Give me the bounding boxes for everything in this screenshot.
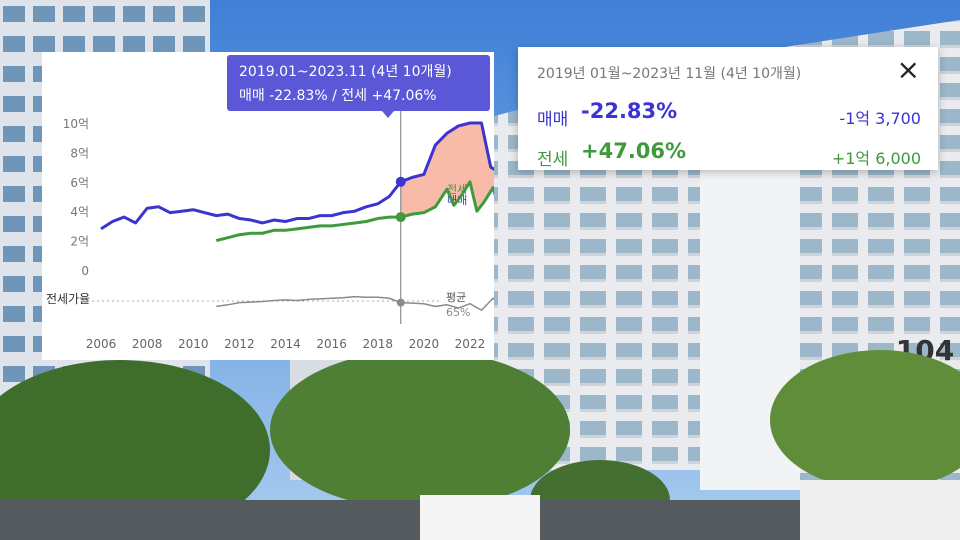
highlight-gap-area xyxy=(400,123,494,218)
price-chart: 0 2억 4억 6억 8억 10억 2006 2008 2010 2012 2014 2016 2018… xyxy=(42,52,494,360)
edge-dot xyxy=(396,298,405,307)
x-tick-label: 2006 xyxy=(86,337,117,351)
x-tick-label: 2008 xyxy=(132,337,163,351)
ratio-line xyxy=(216,295,494,312)
close-button[interactable]: × xyxy=(896,53,920,86)
tooltip-box xyxy=(227,55,490,111)
x-tick-label: 2016 xyxy=(316,337,347,351)
x-tick-label: 2014 xyxy=(270,337,301,351)
x-tick-label: 2020 xyxy=(409,337,440,351)
x-tick-label: 2012 xyxy=(224,337,255,351)
y-tick-label: 0 xyxy=(81,264,89,278)
sale-row: 매매 -22.83% -1억 3,700 xyxy=(537,99,921,130)
average-label: 평균 xyxy=(446,291,466,304)
edge-dot xyxy=(395,176,406,187)
x-tick-label: 2018 xyxy=(362,337,393,351)
row-change: +47.06% xyxy=(581,139,687,163)
tooltip-pointer xyxy=(382,111,394,118)
jeonse-row: 전세 +47.06% +1억 6,000 xyxy=(537,139,921,170)
y-tick-label: 6억 xyxy=(70,176,89,190)
y-tick-label: 4억 xyxy=(70,205,89,219)
x-tick-label: 2010 xyxy=(178,337,209,351)
row-amount: -1억 3,700 xyxy=(839,109,921,128)
price-line xyxy=(215,180,494,243)
x-tick-label: 2022 xyxy=(455,337,486,351)
y-tick-label: 10억 xyxy=(63,117,89,131)
y-tick-label: 2억 xyxy=(70,235,89,249)
row-label: 매매 xyxy=(537,110,569,130)
average-value: 65% xyxy=(446,306,470,319)
tooltip-subtitle: 매매 -22.83% / 전세 +47.06% xyxy=(239,88,437,104)
period-summary-panel: 2019년 01월~2023년 11월 (4년 10개월) × 매매 -22.8… xyxy=(518,47,938,170)
tooltip: 2019.01~2023.11 (4년 10개월) 매매 -22.83% / 전세… xyxy=(227,55,490,118)
price-line xyxy=(100,121,494,231)
y-tick-label: 8억 xyxy=(70,146,89,160)
legend-label: 전세 xyxy=(447,183,467,196)
tooltip-title: 2019.01~2023.11 (4년 10개월) xyxy=(239,64,452,80)
panel-title: 2019년 01월~2023년 11월 (4년 10개월) xyxy=(537,66,802,82)
row-change: -22.83% xyxy=(581,99,678,123)
row-amount: +1억 6,000 xyxy=(831,149,921,168)
row-label: 전세 xyxy=(537,150,569,170)
edge-dot xyxy=(395,212,406,223)
ratio-title: 전세가율 xyxy=(46,292,90,306)
